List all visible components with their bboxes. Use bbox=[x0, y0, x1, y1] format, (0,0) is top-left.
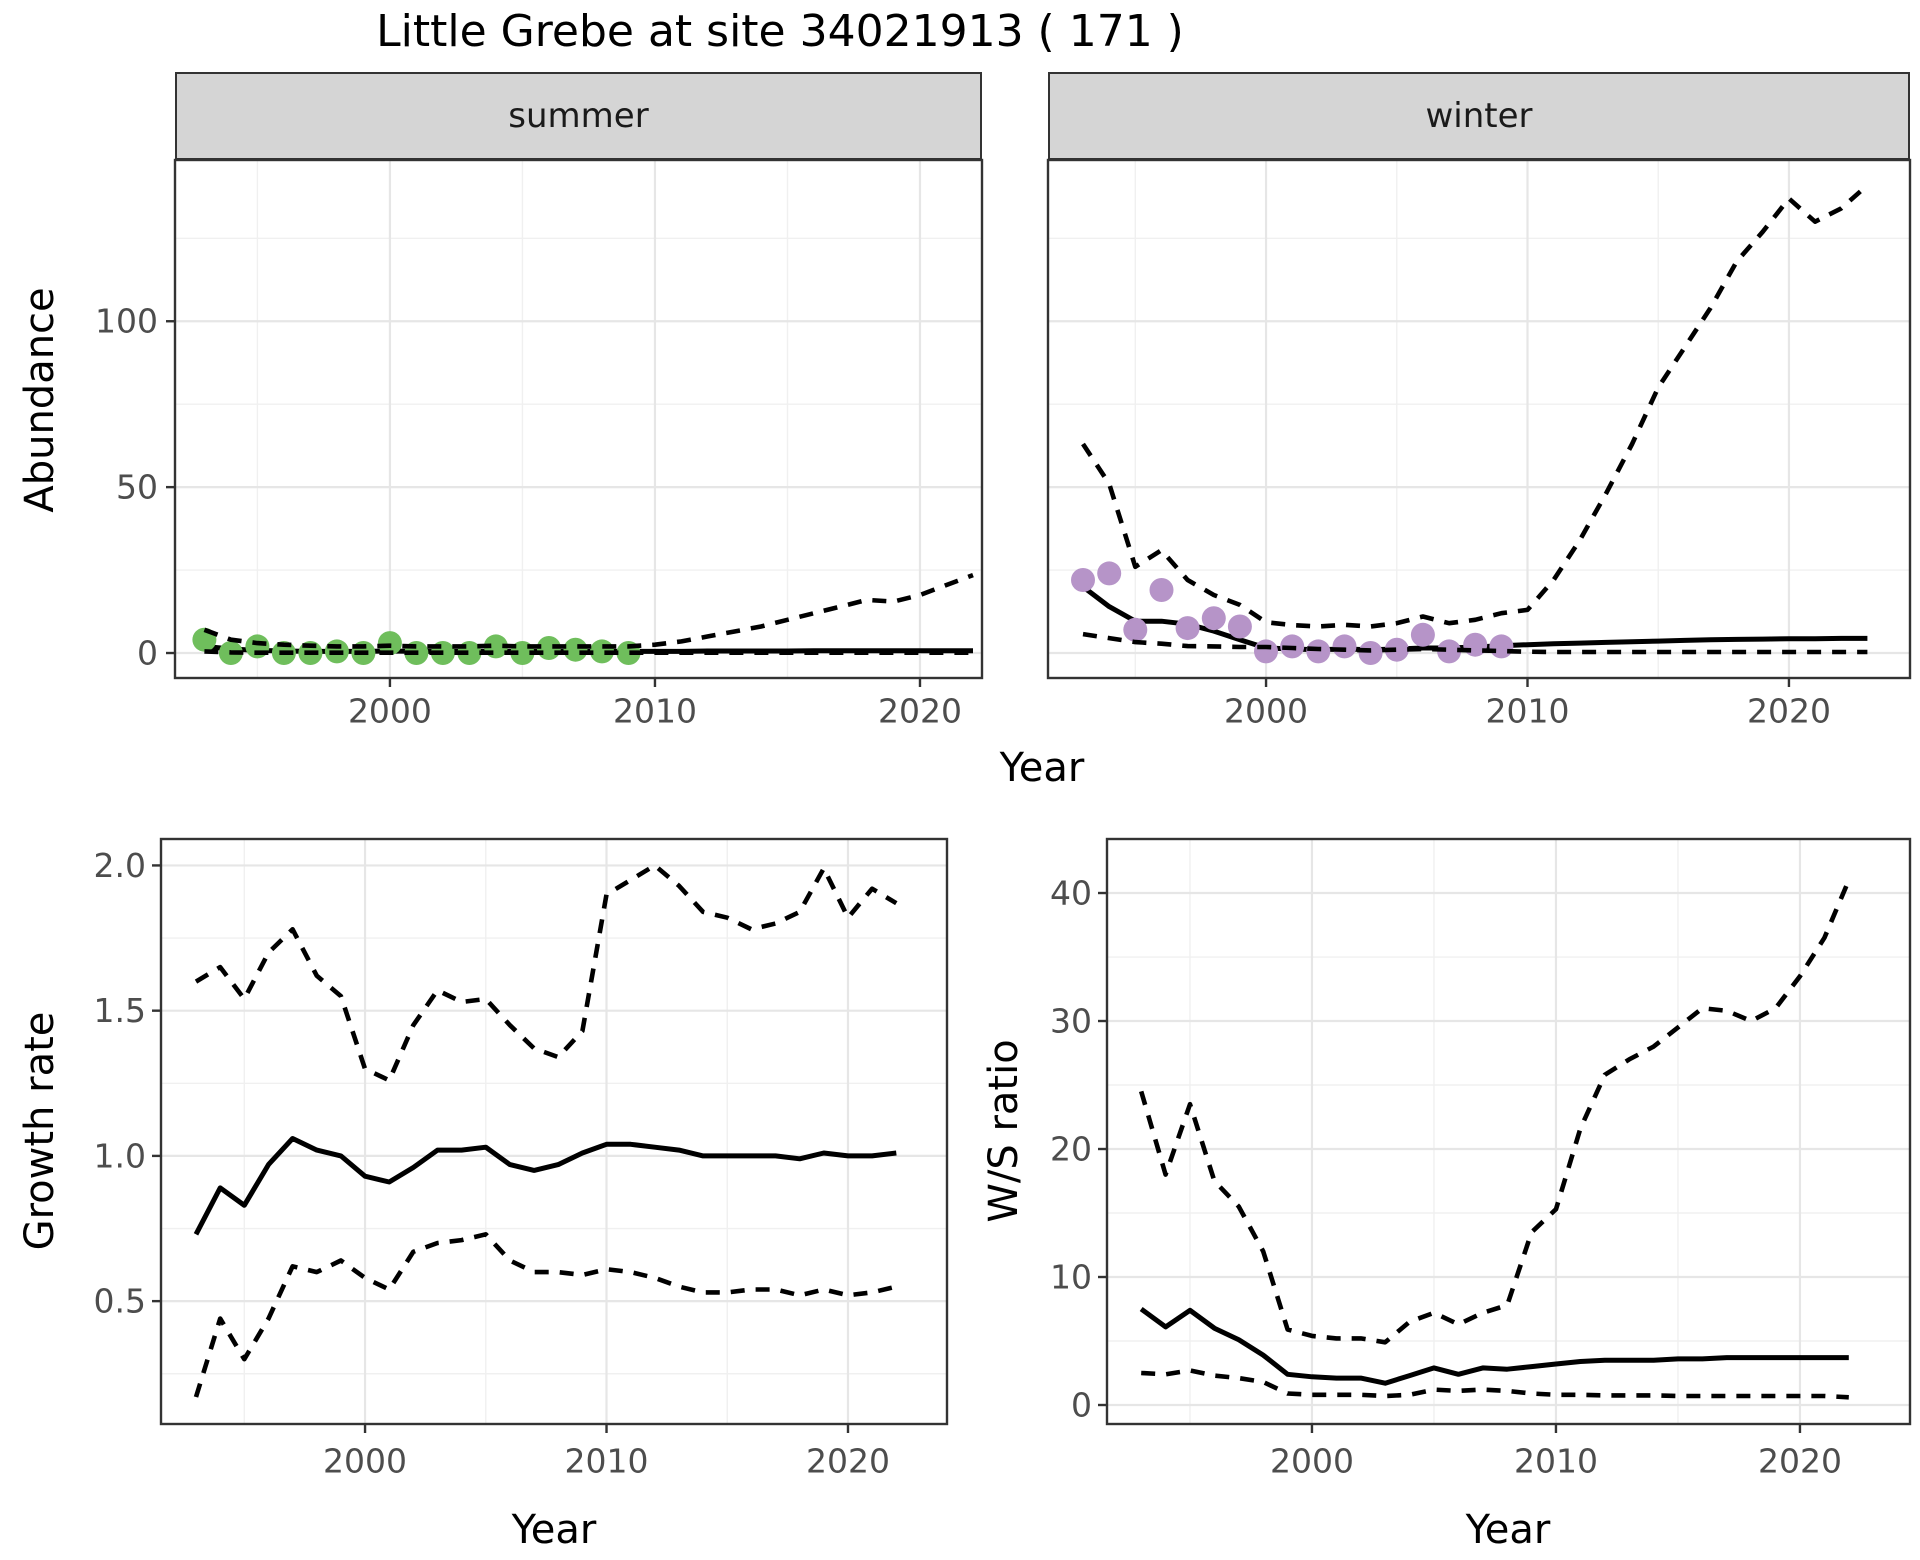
data-point bbox=[1332, 634, 1357, 659]
facet-strip-winter: winter bbox=[1048, 72, 1910, 160]
y-tick-label: 20 bbox=[1050, 1130, 1092, 1169]
data-point bbox=[1201, 606, 1226, 631]
growth_rate-border bbox=[159, 837, 949, 1426]
abundance_winter-grid-minor bbox=[1048, 160, 1910, 678]
data-point bbox=[1489, 634, 1514, 659]
facet-strip-winter-label: winter bbox=[1425, 96, 1533, 136]
abundance_winter-panel: 2000 2010 2020 bbox=[1046, 158, 1912, 731]
data-point bbox=[1071, 568, 1095, 592]
growth_rate-grid-major bbox=[161, 839, 947, 1424]
abundance_winter-series-lower_95ci bbox=[1082, 631, 1868, 655]
ws_ratio-series-mean bbox=[1139, 1306, 1849, 1386]
y-tick-label: 1.0 bbox=[94, 1136, 146, 1175]
data-point bbox=[1358, 641, 1383, 665]
x-tick-label: 2010 bbox=[1514, 1442, 1598, 1481]
data-point bbox=[1097, 561, 1122, 586]
x-tick-label: 2000 bbox=[1270, 1442, 1354, 1481]
abundance_summer-grid-minor bbox=[175, 160, 982, 678]
x-tick-label: 2000 bbox=[1224, 692, 1308, 731]
x-tick-label: 2020 bbox=[806, 1442, 890, 1481]
y-tick-label: 0 bbox=[1071, 1386, 1092, 1425]
data-point bbox=[1254, 639, 1278, 664]
ws_ratio-border bbox=[1105, 837, 1912, 1426]
abundance_summer-border bbox=[173, 158, 984, 680]
y-tick-label: 10 bbox=[1050, 1258, 1092, 1297]
x-tick-label: 2020 bbox=[878, 692, 962, 731]
abundance_summer-points bbox=[192, 627, 641, 665]
data-point bbox=[1123, 617, 1148, 642]
ws_ratio-series-upper_95ci bbox=[1138, 879, 1851, 1345]
data-point bbox=[1463, 632, 1488, 657]
y-tick-label: 50 bbox=[116, 468, 158, 507]
y-tick-label: 1.5 bbox=[94, 991, 146, 1030]
x-axis-title-year-ws: Year bbox=[1465, 1507, 1551, 1553]
data-point bbox=[563, 637, 588, 662]
growth_rate-series-upper_95ci bbox=[194, 863, 898, 1083]
data-point bbox=[1410, 622, 1435, 647]
ws_ratio-series-lower_95ci bbox=[1141, 1368, 1849, 1400]
y-tick-label: 2.0 bbox=[94, 846, 146, 885]
facet-strip-summer: summer bbox=[175, 72, 982, 160]
facet-strip-summer-label: summer bbox=[508, 96, 649, 136]
y-tick-label: 0 bbox=[137, 634, 158, 673]
y-tick-label: 40 bbox=[1050, 874, 1092, 913]
data-point bbox=[1306, 639, 1331, 664]
plot-title: Little Grebe at site 34021913 ( 171 ) bbox=[376, 6, 1184, 57]
abundance_winter-series-upper_95ci bbox=[1081, 183, 1869, 629]
x-tick-label: 2000 bbox=[323, 1442, 407, 1481]
growth_rate-grid-minor bbox=[161, 839, 947, 1424]
x-tick-label: 2020 bbox=[1747, 692, 1831, 731]
abundance_summer-series-lower_95ci bbox=[204, 649, 973, 655]
data-point bbox=[1175, 616, 1200, 641]
growth_rate-panel: 2000 2010 2020 0.5 1.0 1.5 2.0 bbox=[94, 837, 949, 1481]
x-axis-title-year-growth: Year bbox=[511, 1507, 597, 1553]
y-tick-label: 100 bbox=[95, 302, 158, 341]
x-tick-label: 2010 bbox=[1486, 692, 1570, 731]
x-axis-title-year-top: Year bbox=[999, 745, 1085, 791]
y-tick-label: 0.5 bbox=[94, 1282, 146, 1321]
abundance_summer-panel: 2000 2010 2020 0 50 100 bbox=[95, 158, 984, 731]
data-point bbox=[377, 631, 402, 656]
x-tick-label: 2010 bbox=[565, 1442, 649, 1481]
x-tick-label: 2010 bbox=[613, 692, 697, 731]
abundance_winter-border bbox=[1046, 158, 1912, 680]
y-tick-label: 30 bbox=[1050, 1002, 1092, 1041]
ws_ratio-panel: 2000 2010 2020 0 10 20 30 40 bbox=[1050, 837, 1912, 1481]
data-point bbox=[1149, 578, 1174, 602]
growth_rate-series-lower_95ci bbox=[193, 1232, 897, 1398]
x-tick-label: 2020 bbox=[1758, 1442, 1842, 1481]
growth_rate-series-mean bbox=[193, 1136, 897, 1236]
abundance_summer-series-upper_95ci bbox=[203, 572, 974, 649]
data-point bbox=[1384, 637, 1409, 662]
x-tick-label: 2000 bbox=[348, 692, 432, 731]
data-point bbox=[1227, 614, 1252, 639]
abundance_winter-points bbox=[1071, 561, 1514, 665]
data-point bbox=[1437, 639, 1462, 664]
ws_ratio-grid-major bbox=[1107, 839, 1910, 1424]
